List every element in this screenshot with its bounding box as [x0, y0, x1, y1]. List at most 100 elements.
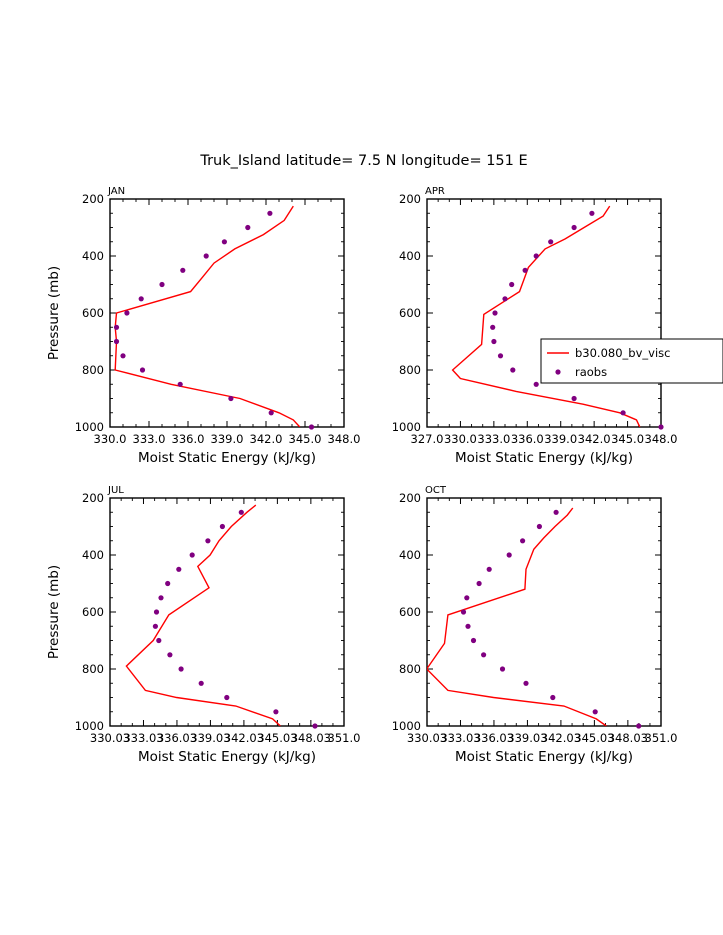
x-tick-label: 327.0 — [411, 432, 444, 446]
raobs-point — [550, 694, 556, 701]
raobs-point — [268, 410, 274, 416]
raobs-point — [205, 538, 211, 544]
raobs-point — [592, 709, 598, 715]
raobs-point — [113, 338, 120, 345]
y-axis-label: Pressure (mb) — [46, 565, 62, 659]
raobs-point — [523, 680, 529, 686]
raobs-point — [522, 267, 528, 273]
legend-box — [540, 338, 723, 384]
panel-title: JUL — [107, 485, 124, 496]
raobs-point — [113, 324, 120, 330]
x-axis-label: Moist Static Energy (kJ/kg) — [138, 749, 316, 765]
figure-title: Truk_Island latitude= 7.5 N longitude= 1… — [199, 153, 527, 169]
y-tick-label: 600 — [82, 605, 104, 619]
raobs-point — [219, 523, 225, 530]
raobs-point — [224, 694, 230, 701]
raobs-point — [273, 709, 279, 715]
raobs-point — [178, 666, 184, 672]
y-tick-label: 800 — [82, 363, 104, 377]
x-tick-label: 348.03 — [608, 731, 648, 745]
panels-container: 330.0 333.0 336.0 339.0 342.0 345.0 348.020040… — [46, 186, 723, 765]
x-tick-label: 348.0 — [645, 432, 678, 446]
raobs-point — [658, 424, 664, 430]
x-axis-label: Moist Static Energy (kJ/kg) — [455, 450, 633, 466]
y-tick-label: 800 — [399, 363, 421, 377]
y-tick-label: 1000 — [75, 420, 104, 434]
x-tick-label: 333.0 — [133, 432, 166, 446]
raobs-point — [491, 338, 497, 345]
y-tick-label: 200 — [399, 192, 421, 206]
raobs-point — [238, 509, 244, 515]
raobs-point — [245, 224, 251, 231]
x-tick-label: 336.0 — [511, 432, 544, 446]
raobs-point — [481, 652, 487, 658]
raobs-point — [189, 552, 195, 558]
raobs-point — [198, 680, 204, 686]
legend-marker-swatch — [555, 369, 561, 375]
y-tick-label: 400 — [82, 548, 104, 562]
raobs-point — [267, 210, 273, 216]
raobs-point — [124, 310, 130, 316]
legend-obs-label: raobs — [575, 365, 607, 379]
x-tick-label: 345.0 — [611, 432, 644, 446]
model-profile-line — [427, 507, 607, 726]
raobs-point — [536, 523, 543, 530]
raobs-point — [497, 353, 504, 359]
y-tick-label: 600 — [399, 306, 421, 320]
raobs-point — [533, 253, 539, 259]
raobs-point — [158, 595, 164, 601]
raobs-point — [176, 566, 182, 572]
raobs-point — [548, 239, 554, 245]
axes-frame — [109, 198, 345, 428]
raobs-point — [138, 296, 144, 302]
raobs-point — [180, 267, 186, 273]
raobs-point — [120, 353, 126, 359]
y-tick-label: 400 — [399, 548, 421, 562]
raobs-point — [156, 637, 162, 644]
x-tick-label: 339.0 — [211, 432, 244, 446]
y-tick-label: 200 — [82, 491, 104, 505]
model-profile-line — [451, 205, 641, 427]
y-tick-label: 1000 — [75, 719, 104, 733]
raobs-point — [620, 410, 626, 416]
raobs-point — [486, 566, 492, 572]
raobs-point — [571, 224, 577, 231]
raobs-point — [476, 580, 482, 587]
raobs-point — [509, 281, 515, 288]
panel-title: APR — [425, 186, 445, 197]
raobs-point — [533, 381, 539, 387]
x-tick-label: 342.03 — [541, 731, 581, 745]
y-axis-label: Pressure (mb) — [46, 266, 62, 360]
raobs-point — [465, 623, 471, 629]
raobs-point — [308, 424, 315, 430]
raobs-point — [165, 580, 171, 587]
raobs-point — [460, 609, 467, 615]
panel-title: OCT — [425, 485, 447, 496]
y-tick-label: 200 — [399, 491, 421, 505]
raobs-point — [159, 281, 165, 288]
raobs-point — [464, 595, 470, 601]
raobs-point — [502, 296, 508, 302]
y-tick-label: 400 — [82, 249, 104, 263]
raobs-point — [589, 210, 595, 216]
x-axis-label: Moist Static Energy (kJ/kg) — [455, 749, 633, 765]
raobs-point — [221, 239, 227, 245]
raobs-point — [492, 310, 498, 316]
raobs-point — [470, 637, 477, 644]
x-tick-label: 339.03 — [507, 731, 547, 745]
y-tick-label: 400 — [399, 249, 421, 263]
x-axis-label: Moist Static Energy (kJ/kg) — [138, 450, 316, 466]
y-tick-label: 600 — [399, 605, 421, 619]
x-tick-label: 336.0 — [172, 432, 205, 446]
raobs-point — [571, 395, 577, 402]
panel-title: JAN — [107, 186, 125, 197]
raobs-point — [499, 666, 506, 672]
model-profile-line — [125, 504, 281, 726]
raobs-point — [510, 367, 516, 373]
x-tick-label: 330.03 — [407, 731, 447, 745]
x-tick-label: 339.03 — [190, 731, 230, 745]
x-tick-label: 345.03 — [574, 731, 614, 745]
x-tick-label: 342.03 — [224, 731, 264, 745]
